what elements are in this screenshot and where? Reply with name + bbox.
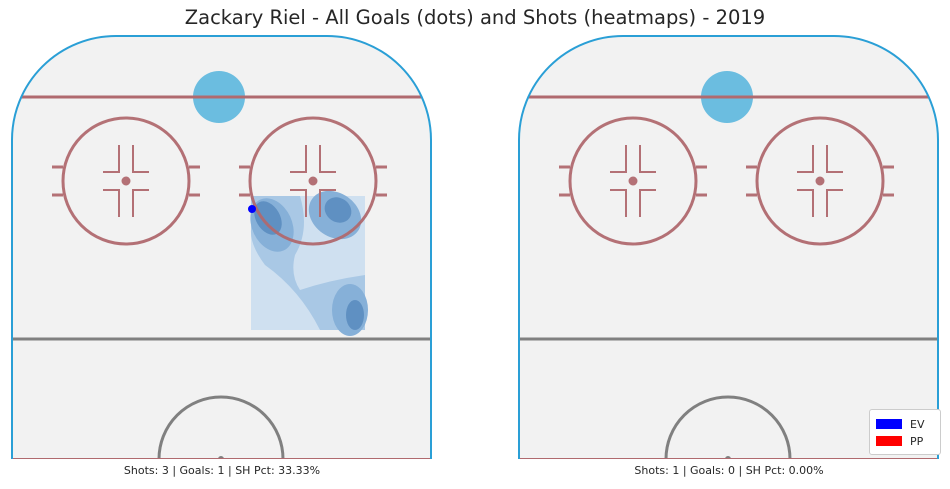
legend-item-ev: EV: [876, 417, 924, 431]
right-center-circle: [664, 395, 792, 459]
left-faceoff-circle-1: [52, 116, 200, 246]
right-rink-ice: [519, 36, 938, 459]
left-caption: Shots: 3 | Goals: 1 | SH Pct: 33.33%: [123, 464, 321, 477]
legend: EV PP: [869, 409, 941, 455]
right-faceoff-circle-2: [746, 116, 894, 246]
left-shot-heatmap: [250, 190, 368, 336]
heatmap-contour: [346, 300, 364, 330]
left-center-dot: [218, 456, 224, 459]
left-faceoff-circle-2: [239, 116, 387, 246]
legend-label-pp: PP: [910, 434, 924, 448]
right-rink: [518, 35, 939, 459]
left-rink: [11, 35, 432, 459]
left-center-circle: [157, 395, 285, 459]
legend-swatch-ev: [876, 419, 902, 429]
right-center-dot: [725, 456, 731, 459]
right-faceoff-circle-1: [559, 116, 707, 246]
heatmap-contour: [324, 197, 352, 223]
right-boards: [518, 35, 939, 459]
left-boards: [11, 35, 432, 459]
legend-label-ev: EV: [910, 417, 925, 431]
chart-title: Zackary Riel - All Goals (dots) and Shot…: [184, 6, 766, 29]
legend-swatch-pp: [876, 436, 902, 446]
legend-item-pp: PP: [876, 434, 923, 448]
right-caption: Shots: 1 | Goals: 0 | SH Pct: 0.00%: [634, 464, 824, 477]
goal-dot-ev: [248, 205, 256, 213]
left-rink-ice: [12, 36, 431, 459]
heatmap-contour: [254, 201, 282, 235]
